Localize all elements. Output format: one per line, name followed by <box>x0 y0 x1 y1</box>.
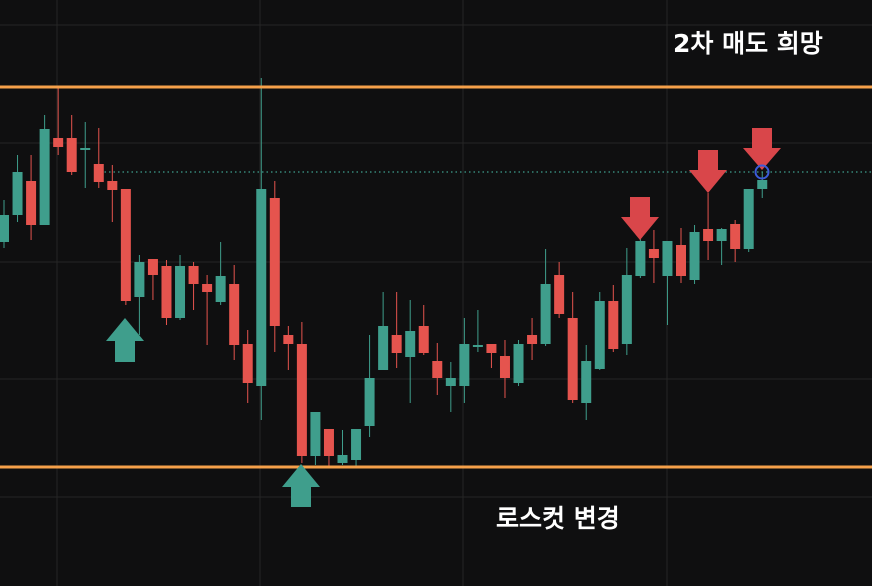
candle-body <box>39 129 50 225</box>
candle-body <box>26 181 37 225</box>
candle-body <box>757 180 768 189</box>
candle-body <box>554 275 565 314</box>
candle-body <box>378 326 389 370</box>
candle-body <box>743 189 754 249</box>
candle-body <box>215 276 226 302</box>
candle-body <box>635 241 646 276</box>
candle-body <box>703 229 714 241</box>
candle-body <box>499 356 510 378</box>
candle-body <box>594 301 605 369</box>
candle-body <box>202 284 213 292</box>
candle-body <box>93 164 104 182</box>
candle-body <box>648 249 659 258</box>
candle-body <box>567 318 578 400</box>
candle-body <box>120 189 131 301</box>
candle-body <box>269 198 280 326</box>
candle-body <box>513 344 524 383</box>
candle-body <box>676 245 686 276</box>
candle-body <box>527 335 538 344</box>
candle-body <box>472 345 483 347</box>
candle-body <box>432 361 443 378</box>
down-arrow <box>689 150 727 193</box>
candle-body <box>323 429 334 456</box>
down-arrow <box>743 128 781 170</box>
candle-body <box>147 259 158 275</box>
candle-body <box>80 148 91 150</box>
candle-body <box>689 232 700 280</box>
candle-body <box>229 284 240 345</box>
marker-circle <box>754 164 770 180</box>
candle-body <box>66 138 77 172</box>
candle-body <box>364 378 375 426</box>
candle-body <box>161 266 172 318</box>
candle-body <box>12 172 23 215</box>
candle-body <box>53 138 64 147</box>
candle-body <box>621 275 632 344</box>
candle-body <box>716 229 727 241</box>
candle-body <box>540 284 551 344</box>
candle-body <box>296 344 307 456</box>
candle-body <box>256 189 267 386</box>
candle-body <box>662 241 673 276</box>
candle-body <box>242 344 253 383</box>
up-arrow <box>282 464 320 507</box>
candle-body <box>391 335 402 353</box>
up-arrow <box>106 318 144 362</box>
candle-body <box>188 266 199 284</box>
candle-body <box>310 412 321 456</box>
candle-body <box>486 344 497 353</box>
candle-body <box>351 429 362 460</box>
candle-body <box>337 455 348 463</box>
candle-body <box>608 301 619 349</box>
candles <box>0 78 872 469</box>
candle-body <box>107 181 118 190</box>
candle-body <box>459 344 470 386</box>
candle-body <box>134 262 145 297</box>
candle-body <box>730 224 741 249</box>
candle-body <box>418 326 429 353</box>
annotation: 2차 매도 희망 <box>673 29 823 58</box>
candle-body <box>283 335 294 344</box>
down-arrow <box>621 197 659 240</box>
arrows <box>106 128 781 507</box>
candle-body <box>0 215 9 242</box>
candle-body <box>445 378 456 386</box>
annotation: 로스컷 변경 <box>496 504 620 533</box>
candle-body <box>175 266 186 318</box>
candle-body <box>581 361 592 403</box>
candle-body <box>405 331 416 357</box>
